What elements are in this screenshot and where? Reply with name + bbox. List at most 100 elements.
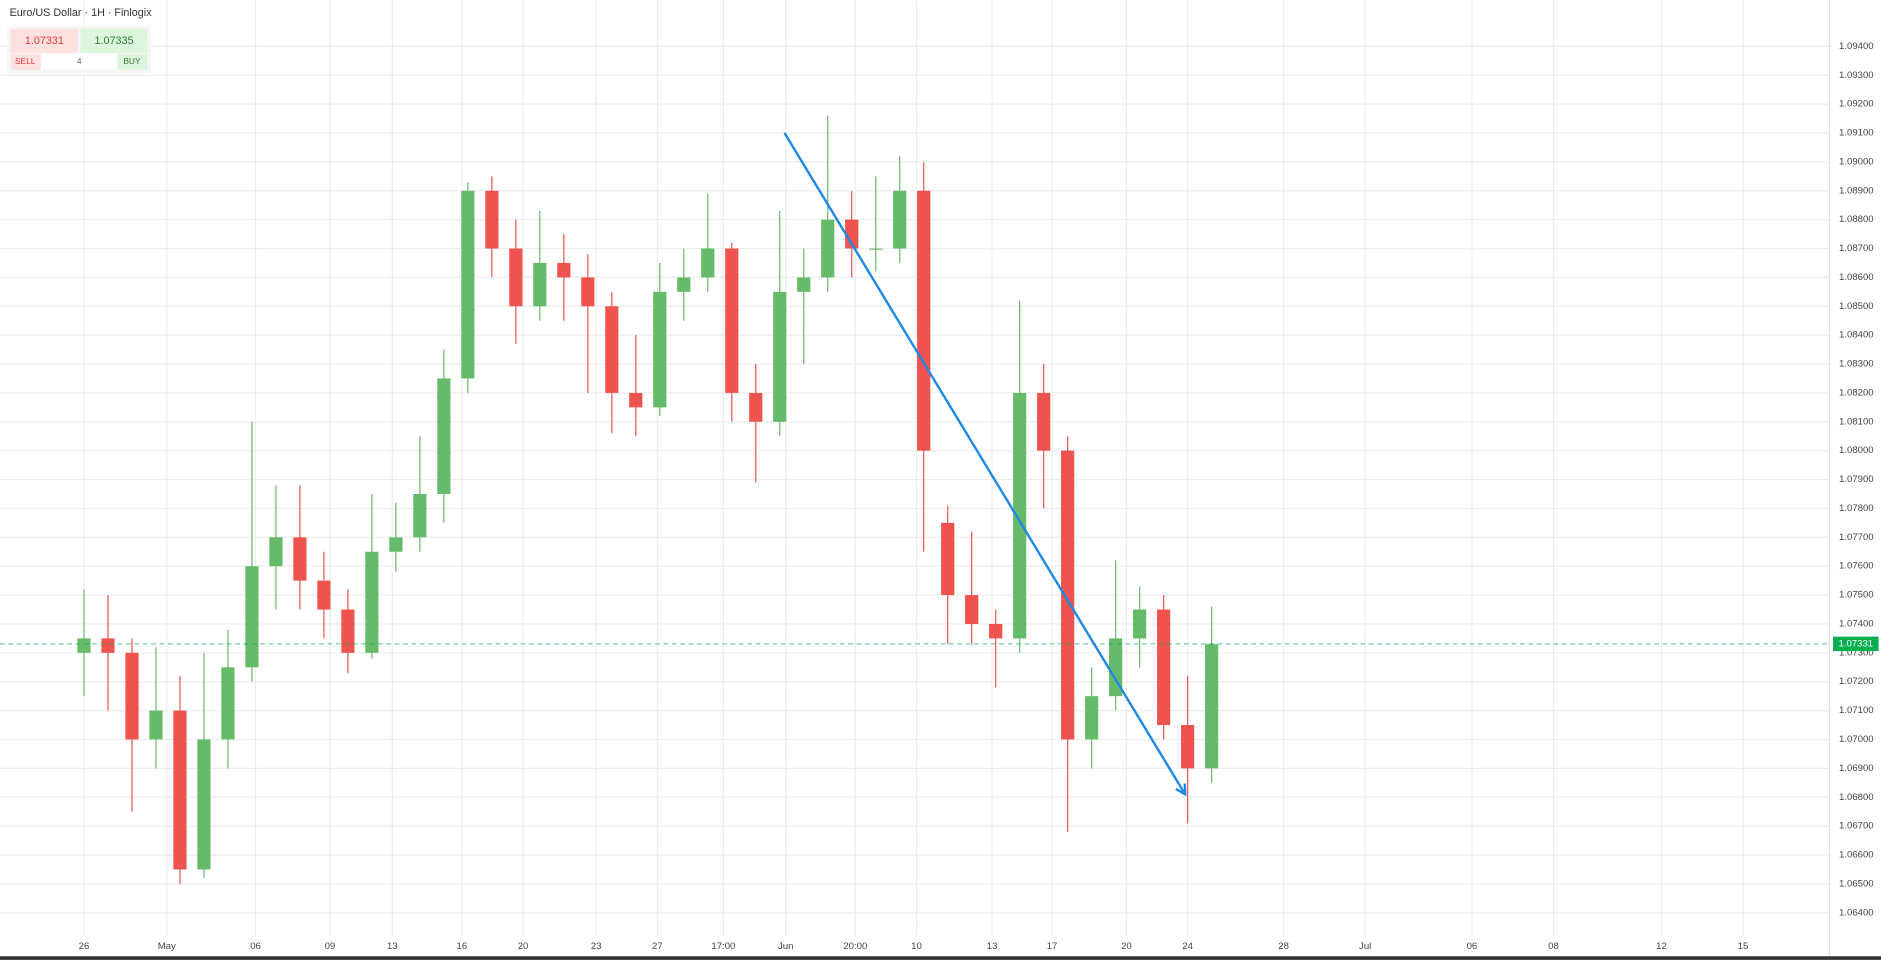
y-tick-label: 1.09100 [1839,128,1874,139]
trade-widget: 1.07331 1.07335 SELL 4 BUY [7,26,152,74]
candle-body [437,378,451,494]
candle-body [845,219,859,249]
y-tick-label: 1.07200 [1839,676,1874,687]
x-tick-label: 10 [911,941,922,952]
candle-body [101,638,115,653]
candle-body [509,248,523,307]
trend-arrow [783,132,1187,795]
y-tick-label: 1.08400 [1839,330,1874,341]
quantity-box[interactable] [40,54,118,70]
sell-price: 1.07331 [25,35,64,47]
x-tick-label: 20:00 [843,941,867,952]
y-tick-label: 1.08100 [1839,416,1874,427]
y-tick-label: 1.06700 [1839,821,1874,832]
y-tick-label: 1.08700 [1839,243,1874,254]
candle-body [917,190,931,451]
candle-body [125,652,139,740]
y-tick-label: 1.08900 [1839,185,1874,196]
candle-body [1061,450,1075,740]
buy-label: BUY [123,56,141,66]
x-tick-label: 09 [325,941,336,952]
candle-body [773,291,787,422]
candle-body [557,262,571,278]
y-tick-label: 1.07600 [1839,561,1874,572]
candle-body [701,248,715,278]
buy-price: 1.07335 [94,35,133,47]
candle-body [1181,725,1195,769]
y-tick-label: 1.09200 [1839,99,1874,110]
candle-body [1013,392,1027,639]
candle-body [269,537,283,567]
y-tick-label: 1.09000 [1839,156,1874,167]
x-tick-label: 06 [1467,941,1478,952]
x-tick-label: May [158,941,176,952]
last-price-label: 1.07331 [1838,638,1873,649]
y-tick-label: 1.08000 [1839,445,1874,456]
x-tick-label: Jun [778,941,793,952]
candle-body [581,277,595,307]
y-tick-label: 1.08800 [1839,214,1874,225]
x-tick-label: 24 [1182,941,1193,952]
y-tick-label: 1.09300 [1839,70,1874,81]
candle-body [821,219,835,278]
y-tick-label: 1.08600 [1839,272,1874,283]
x-tick-label: 20 [1121,941,1132,952]
x-tick-label: 28 [1278,941,1289,952]
buy-box[interactable] [80,28,148,53]
y-tick-label: 1.08300 [1839,359,1874,370]
candle-body [749,392,763,422]
y-tick-label: 1.06600 [1839,850,1874,861]
y-tick-label: 1.07400 [1839,618,1874,629]
x-tick-label: 16 [457,941,468,952]
y-tick-label: 1.07500 [1839,590,1874,601]
y-tick-label: 1.06500 [1839,878,1874,889]
candle-body [221,667,235,740]
y-tick-label: 1.06800 [1839,792,1874,803]
y-tick-label: 1.09400 [1839,41,1874,52]
candle-body [1205,644,1219,769]
buy-button[interactable] [117,54,148,70]
candle-body [245,566,259,668]
candle-body [77,638,91,653]
candle-body [533,262,547,307]
candle-body [605,306,619,393]
candle-body [941,522,955,596]
candle-body [725,248,739,393]
bottom-bar [0,956,1881,960]
candle-body [893,190,907,249]
y-tick-label: 1.07300 [1839,647,1874,658]
candle-body [365,551,379,653]
candle-body [653,291,667,408]
sell-label: SELL [15,56,36,66]
sell-box[interactable] [10,28,78,53]
x-tick-label: Jul [1359,941,1371,952]
y-tick-label: 1.08500 [1839,301,1874,312]
candle-body [1037,392,1051,451]
x-tick-label: 13 [987,941,998,952]
y-tick-label: 1.07700 [1839,532,1874,543]
grid [0,0,1830,936]
candle-body [965,595,979,624]
candle-body [677,277,691,292]
y-tick-label: 1.07000 [1839,734,1874,745]
candle-body [293,537,307,581]
y-tick-label: 1.06900 [1839,763,1874,774]
candle-body [869,248,883,250]
x-tick-label: 20 [518,941,529,952]
candle-body [173,710,187,870]
candle-body [1109,638,1123,697]
candle-body [989,623,1003,639]
x-tick-label: 17:00 [711,941,735,952]
x-tick-label: 15 [1738,941,1749,952]
candle-body [461,190,475,379]
x-tick-label: 06 [250,941,261,952]
candle-body [149,710,163,740]
sell-button[interactable] [10,54,41,70]
x-tick-label: 08 [1548,941,1559,952]
last-price-box [1833,636,1879,652]
y-tick-label: 1.07100 [1839,705,1874,716]
candle-body [797,277,811,292]
candle-body [629,392,643,408]
